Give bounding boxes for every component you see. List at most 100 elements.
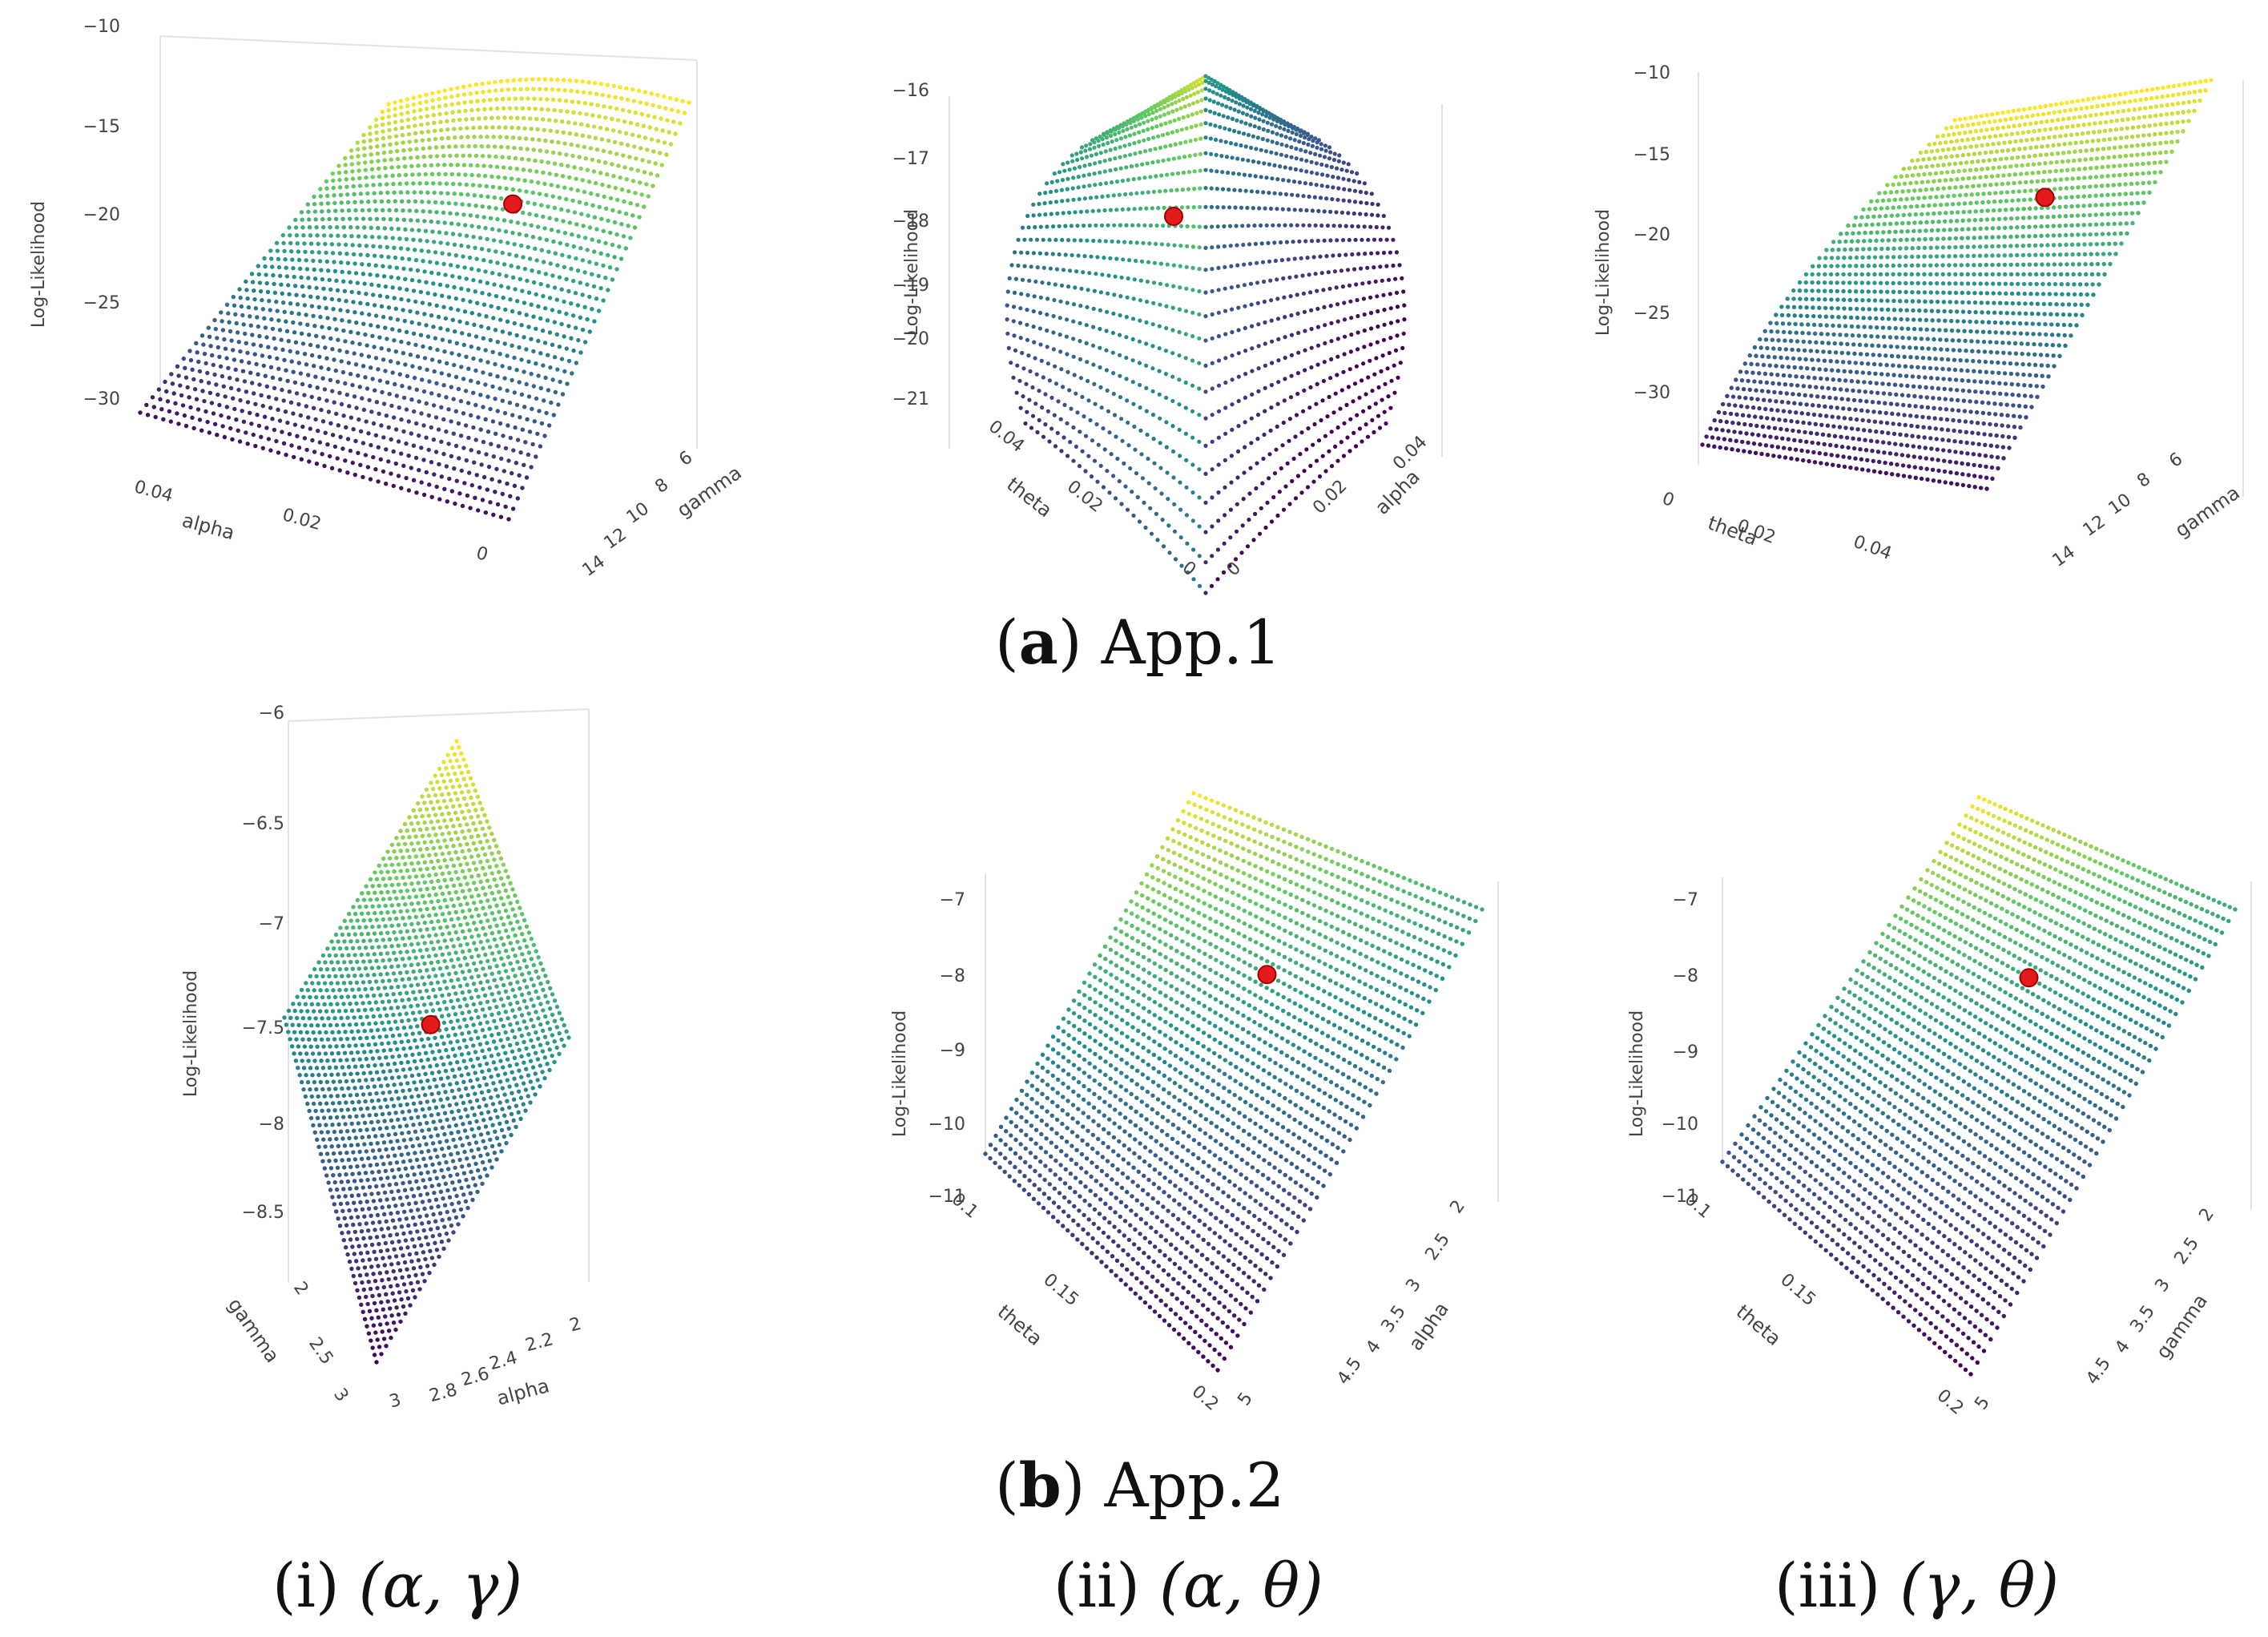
surface-point bbox=[2000, 181, 2005, 187]
surface-point bbox=[307, 333, 312, 337]
surface-point bbox=[1158, 302, 1162, 307]
surface-point bbox=[1930, 220, 1936, 224]
surface-point bbox=[2068, 141, 2073, 146]
surface-point bbox=[2169, 130, 2174, 135]
surface-point bbox=[295, 302, 300, 307]
surface-point bbox=[338, 192, 344, 197]
surface-point bbox=[280, 387, 284, 393]
surface-point bbox=[361, 132, 366, 138]
surface-point bbox=[614, 151, 619, 156]
surface-point bbox=[2003, 281, 2008, 286]
surface-point bbox=[393, 134, 399, 139]
surface-point bbox=[461, 411, 466, 416]
surface-point bbox=[1310, 143, 1315, 148]
surface-point bbox=[1829, 264, 1834, 268]
surface-point bbox=[1339, 210, 1344, 215]
surface-point bbox=[1021, 394, 1025, 399]
surface-point bbox=[465, 135, 470, 139]
surface-point bbox=[1988, 183, 1993, 187]
surface-point bbox=[1388, 336, 1393, 341]
surface-point bbox=[1970, 159, 1975, 164]
surface-point bbox=[1098, 308, 1102, 312]
surface-point bbox=[2072, 115, 2077, 120]
surface-point bbox=[2105, 164, 2111, 169]
surface-point bbox=[344, 252, 349, 256]
surface-point bbox=[1944, 337, 1949, 342]
surface-point bbox=[1307, 137, 1311, 142]
surface-point bbox=[1811, 322, 1817, 328]
surface-point bbox=[1250, 369, 1255, 373]
surface-point bbox=[634, 156, 639, 161]
surface-point bbox=[1118, 136, 1123, 141]
surface-point bbox=[224, 356, 229, 361]
surface-point bbox=[372, 303, 377, 308]
surface-point bbox=[249, 421, 254, 426]
surface-point bbox=[1120, 438, 1125, 443]
surface-point bbox=[2069, 213, 2074, 219]
surface-point bbox=[534, 396, 539, 401]
surface-point bbox=[459, 135, 464, 139]
surface-point bbox=[330, 389, 335, 393]
surface-point bbox=[489, 442, 493, 446]
surface-point bbox=[1084, 433, 1089, 438]
surface-point bbox=[291, 369, 296, 374]
surface-point bbox=[2012, 172, 2018, 177]
surface-point bbox=[526, 244, 530, 250]
surface-point bbox=[542, 433, 547, 438]
surface-point bbox=[1045, 224, 1049, 229]
surface-point bbox=[452, 466, 457, 471]
surface-point bbox=[1810, 288, 1815, 293]
surface-point bbox=[255, 315, 260, 320]
surface-point bbox=[357, 417, 361, 422]
surface-point bbox=[1402, 303, 1407, 308]
surface-point bbox=[2129, 143, 2134, 148]
surface-point bbox=[436, 427, 441, 432]
surface-point bbox=[2081, 194, 2086, 199]
surface-point bbox=[1123, 484, 1128, 489]
surface-point bbox=[1148, 506, 1153, 510]
surface-point bbox=[1996, 216, 2002, 222]
surface-point bbox=[1283, 355, 1287, 361]
surface-point bbox=[455, 86, 460, 91]
surface-point bbox=[544, 237, 550, 243]
surface-point bbox=[1863, 333, 1867, 338]
surface-point bbox=[505, 319, 510, 324]
surface-point bbox=[484, 183, 489, 189]
surface-point bbox=[1203, 204, 1208, 209]
surface-point bbox=[1239, 119, 1244, 124]
surface-point bbox=[628, 120, 634, 126]
surface-point bbox=[1071, 425, 1076, 430]
surface-point bbox=[2051, 143, 2056, 148]
surface-point bbox=[1793, 321, 1798, 327]
surface-point bbox=[481, 336, 486, 341]
surface-point bbox=[1947, 272, 1952, 276]
surface-point bbox=[376, 324, 381, 329]
surface-point bbox=[1198, 109, 1203, 114]
surface-point bbox=[1319, 162, 1324, 167]
surface-point bbox=[361, 474, 365, 480]
surface-point bbox=[542, 260, 546, 264]
surface-point bbox=[452, 284, 457, 290]
surface-point bbox=[550, 342, 555, 347]
surface-point bbox=[1276, 358, 1281, 363]
surface-point bbox=[2030, 137, 2035, 142]
surface-point bbox=[420, 300, 425, 305]
surface-point bbox=[552, 320, 557, 325]
surface-point bbox=[368, 272, 373, 277]
surface-point bbox=[1323, 323, 1327, 328]
surface-point bbox=[254, 361, 259, 367]
surface-point bbox=[1137, 339, 1142, 344]
surface-point bbox=[1897, 272, 1902, 276]
surface-point bbox=[241, 419, 247, 424]
surface-point bbox=[339, 200, 344, 205]
surface-point bbox=[1236, 328, 1241, 333]
surface-point bbox=[1991, 166, 1996, 171]
surface-point bbox=[1873, 307, 1878, 312]
surface-point bbox=[624, 86, 629, 91]
surface-point bbox=[1290, 478, 1295, 484]
surface-point bbox=[441, 451, 446, 457]
surface-point bbox=[447, 144, 452, 149]
surface-point bbox=[1297, 239, 1302, 244]
surface-point bbox=[646, 113, 651, 118]
surface-point bbox=[1960, 153, 1965, 158]
